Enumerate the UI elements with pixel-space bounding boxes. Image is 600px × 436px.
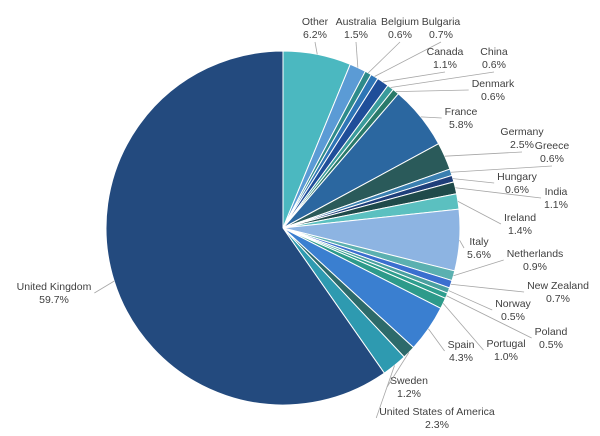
- slice-label: Germany: [500, 126, 544, 138]
- slice-value-label: 0.9%: [523, 261, 547, 273]
- leader-line: [375, 365, 395, 419]
- leader-line: [455, 187, 542, 199]
- slice-label: Ireland: [504, 212, 536, 224]
- slice-value-label: 4.3%: [449, 352, 473, 364]
- leader-line: [457, 201, 502, 225]
- leader-line: [428, 328, 445, 352]
- slice-value-label: 1.1%: [433, 59, 457, 71]
- leader-line: [395, 89, 469, 93]
- leader-line: [450, 165, 553, 173]
- slice-label: Belgium: [381, 16, 419, 28]
- slice-value-label: 0.5%: [539, 339, 563, 351]
- leader-line: [450, 283, 525, 293]
- slice-value-label: 1.0%: [494, 351, 518, 363]
- slice-label: Portugal: [486, 338, 525, 350]
- slice-value-label: 0.6%: [482, 59, 506, 71]
- leader-line: [420, 116, 442, 119]
- slice-label: New Zealand: [527, 280, 589, 292]
- slice-value-label: 2.3%: [425, 419, 449, 431]
- slice-label: Spain: [448, 339, 475, 351]
- slice-value-label: 1.4%: [508, 225, 532, 237]
- leader-line: [452, 178, 495, 184]
- slice-value-label: 0.6%: [540, 153, 564, 165]
- slice-value-label: 1.1%: [544, 199, 568, 211]
- slice-label: Netherlands: [507, 248, 564, 260]
- slice-value-label: 0.7%: [546, 293, 570, 305]
- leader-line: [386, 352, 410, 388]
- slice-value-label: 1.5%: [344, 29, 368, 41]
- slice-label: India: [545, 186, 568, 198]
- slice-value-label: 0.6%: [505, 184, 529, 196]
- slice-label: United States of America: [379, 406, 495, 418]
- slice-label: Sweden: [390, 375, 428, 387]
- slice-value-label: 0.6%: [481, 91, 505, 103]
- leader-line: [453, 259, 504, 277]
- slice-value-label: 1.2%: [397, 388, 421, 400]
- leader-line: [448, 290, 493, 311]
- slice-value-label: 59.7%: [39, 294, 69, 306]
- leader-line: [446, 295, 532, 339]
- slice-label: China: [480, 46, 508, 58]
- leader-line: [382, 71, 446, 83]
- slice-label: Hungary: [497, 171, 537, 183]
- slice-label: Italy: [469, 236, 489, 248]
- slice-label: Canada: [427, 46, 464, 58]
- leader-line: [314, 41, 318, 55]
- pie-slice: [105, 50, 386, 406]
- leader-line: [442, 303, 484, 351]
- slice-label: United Kingdom: [17, 281, 92, 293]
- slice-label: Other: [302, 16, 329, 28]
- slice-value-label: 5.6%: [467, 249, 491, 261]
- leader-line: [367, 41, 401, 74]
- slice-label: Greece: [535, 140, 570, 152]
- slice-value-label: 5.8%: [449, 119, 473, 131]
- leader-line: [459, 240, 465, 249]
- slice-value-label: 6.2%: [303, 29, 327, 41]
- leader-line: [374, 41, 442, 77]
- slice-label: France: [445, 106, 478, 118]
- slice-value-label: 2.5%: [510, 139, 534, 151]
- leader-line: [444, 151, 523, 157]
- leader-line: [390, 71, 495, 88]
- slice-label: Denmark: [472, 78, 515, 90]
- slice-value-label: 0.5%: [501, 311, 525, 323]
- slice-label: Norway: [495, 298, 531, 310]
- slice-value-label: 0.7%: [429, 29, 453, 41]
- slice-label: Australia: [336, 16, 377, 28]
- slice-value-label: 0.6%: [388, 29, 412, 41]
- slice-label: Bulgaria: [422, 16, 461, 28]
- slice-label: Poland: [535, 326, 568, 338]
- leader-line: [355, 41, 359, 68]
- leader-line: [94, 280, 115, 294]
